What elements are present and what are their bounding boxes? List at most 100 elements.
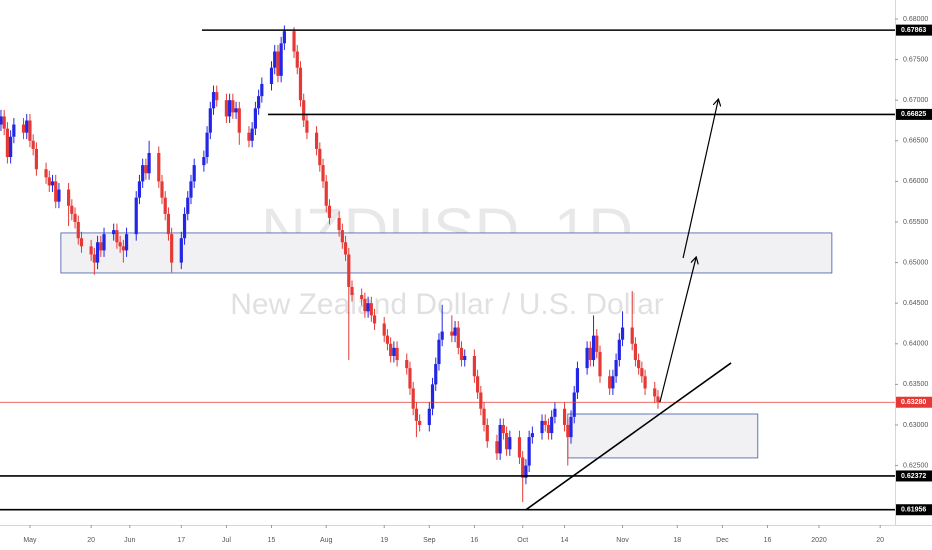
candle-body (550, 416, 554, 434)
candle-body (530, 433, 534, 438)
candle-body (250, 128, 254, 141)
candle-body (456, 327, 460, 348)
candle-body (54, 181, 58, 202)
candle-body (347, 254, 351, 287)
candle-body (479, 392, 483, 409)
trendline (525, 362, 732, 511)
x-tick-label: 16 (764, 537, 772, 544)
candle-body (501, 424, 505, 434)
zone (60, 232, 833, 274)
candle-body (418, 420, 422, 425)
candle-body (498, 424, 502, 454)
candle-body (186, 197, 190, 214)
candle-body (273, 51, 277, 68)
y-tick-label: 0.63000 (903, 422, 928, 429)
x-tick-label: May (23, 537, 37, 544)
candle-body (28, 120, 32, 141)
candle-body (427, 408, 431, 425)
candle-body (21, 124, 26, 133)
candle-body (57, 189, 61, 202)
candle-body (0, 116, 3, 125)
x-tick-label: 15 (268, 537, 276, 544)
y-tick-label: 0.64500 (903, 300, 928, 307)
candle-body (215, 92, 219, 101)
candle-body (327, 205, 332, 218)
x-tick-label: 17 (177, 537, 185, 544)
candle-body (134, 197, 138, 235)
candle-body (282, 31, 286, 44)
x-tick-label: Aug (320, 537, 333, 544)
candle-body (595, 335, 599, 352)
candle-body (276, 51, 280, 76)
y-tick-label: 0.65000 (903, 259, 928, 266)
candle-body (569, 416, 573, 438)
candle-body (608, 376, 612, 389)
x-tick-label: Dec (716, 537, 729, 544)
candle-body (5, 128, 10, 158)
candle-body (260, 83, 264, 97)
candle-body (118, 242, 122, 247)
candle-body (630, 327, 634, 344)
candle-body (385, 335, 390, 344)
candle-body (350, 286, 354, 296)
candle-body (546, 424, 551, 434)
candle-body (79, 238, 84, 247)
candle-body (147, 152, 151, 174)
candle-body (395, 347, 399, 361)
candle-body (102, 234, 106, 251)
candle-body (476, 376, 480, 393)
candle-body (521, 457, 525, 478)
candle-body (463, 355, 467, 361)
candle-body (643, 376, 647, 389)
x-tick-label: 19 (380, 537, 388, 544)
price-label-box (896, 108, 932, 120)
candle-body (47, 177, 51, 186)
candle-body (620, 327, 625, 340)
x-tick-label: Sep (423, 537, 436, 544)
candle-body (405, 360, 409, 369)
candle-body (450, 331, 454, 336)
candle-body (437, 339, 441, 365)
candle-body (472, 355, 476, 377)
candle-body (192, 165, 196, 182)
candle-body (372, 315, 377, 324)
price-label-box (896, 396, 932, 408)
candle-body (575, 368, 580, 393)
candle-body (211, 92, 216, 109)
candle-body (614, 360, 618, 377)
candle-body (617, 339, 621, 361)
candle-body (228, 100, 232, 117)
candle-body (92, 254, 96, 263)
candle-body (453, 327, 457, 336)
candle-body (257, 96, 261, 109)
candle-body (343, 242, 348, 255)
candle-body (414, 408, 419, 421)
x-tick-label: 20 (87, 537, 95, 544)
candle-body (89, 246, 93, 255)
candle-body (73, 213, 77, 222)
x-tick-label: Jul (222, 537, 231, 544)
candle-body (99, 242, 103, 251)
price-label: 0.61956 (901, 507, 926, 514)
price-label: 0.66825 (901, 111, 926, 118)
candle-body (205, 132, 209, 158)
candle-body (44, 169, 48, 178)
candle-body (208, 108, 212, 133)
candle-body (527, 437, 531, 466)
candle-body (588, 347, 592, 361)
candle-body (572, 392, 576, 417)
candle-body (504, 433, 509, 450)
price-label: 0.63280 (901, 399, 926, 406)
candle-body (247, 132, 251, 141)
candle-body (540, 420, 544, 434)
candle-body (408, 368, 412, 389)
candle-body (234, 108, 238, 113)
candle-body (182, 213, 187, 239)
candle-body (411, 388, 415, 409)
candle-body (611, 376, 615, 389)
candle-body (382, 323, 386, 336)
candle-body (298, 67, 303, 101)
price-label: 0.67863 (901, 27, 926, 34)
candle-body (305, 120, 309, 133)
